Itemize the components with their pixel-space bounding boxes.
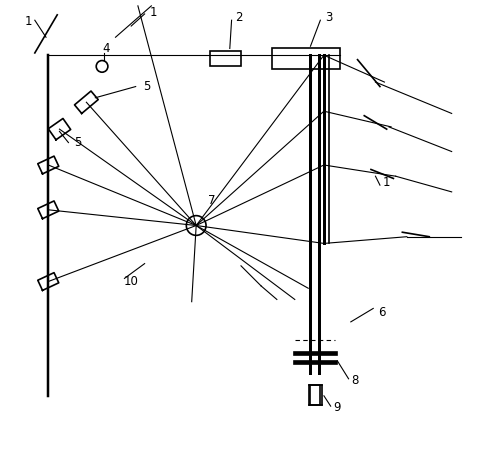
Text: 1: 1 (25, 15, 32, 28)
Bar (210, 51, 241, 66)
Text: 2: 2 (235, 10, 242, 23)
Text: 1: 1 (150, 6, 157, 19)
Bar (272, 48, 340, 69)
Text: 8: 8 (351, 373, 359, 387)
Text: 1: 1 (383, 176, 390, 189)
Text: 7: 7 (208, 194, 215, 207)
Text: 9: 9 (334, 400, 341, 414)
Bar (310, 385, 321, 405)
Text: 4: 4 (103, 42, 110, 55)
Text: 6: 6 (378, 306, 386, 319)
Text: 5: 5 (143, 80, 150, 93)
Text: 3: 3 (325, 10, 332, 23)
Text: 5: 5 (74, 136, 81, 149)
Text: 10: 10 (124, 275, 139, 288)
